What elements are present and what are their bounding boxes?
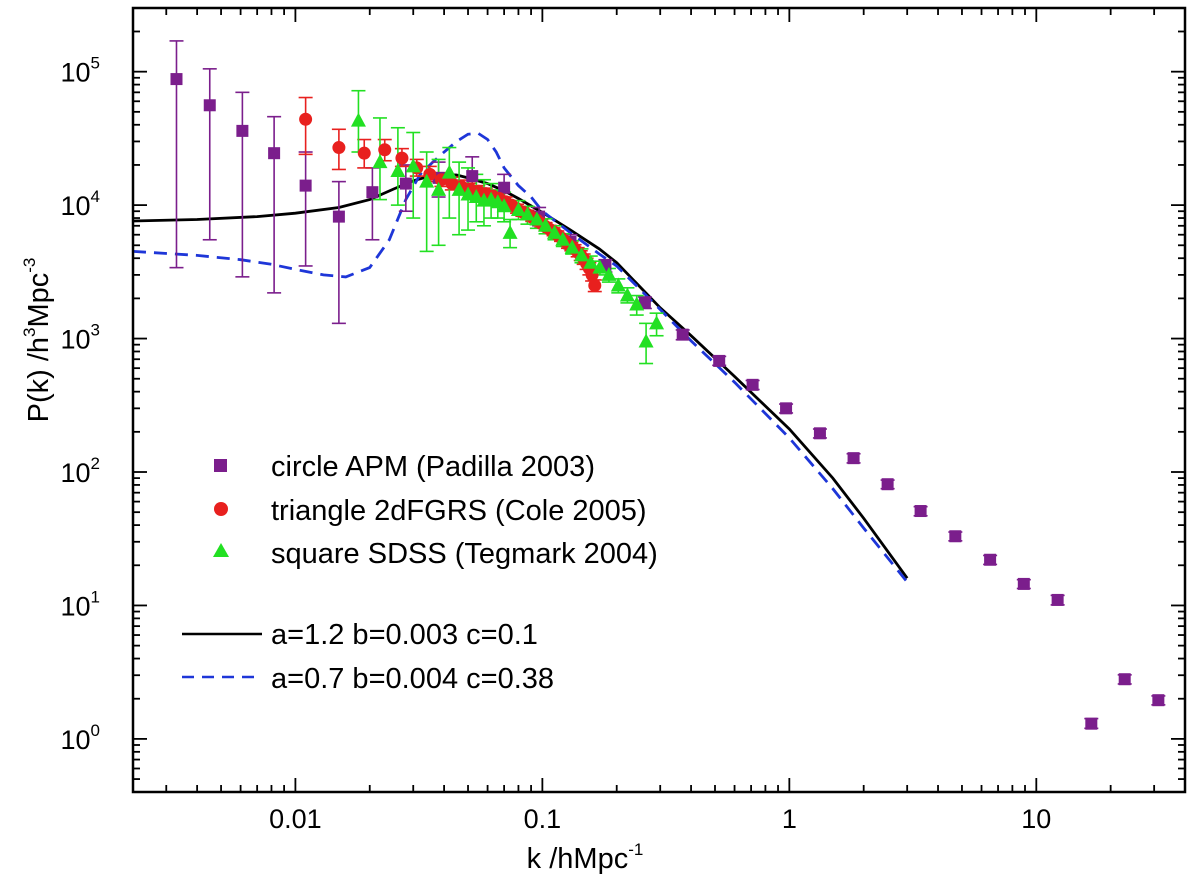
sdss-point [431,181,447,196]
x-tick-label: 10 [1021,804,1051,834]
2dfgrs-point [332,141,346,155]
apm-point [713,354,726,367]
sdss-point [592,259,608,274]
sdss-point [350,112,366,127]
apm-point [780,402,793,415]
apm-point [332,210,345,223]
legend-label-solid-model: a=1.2 b=0.003 c=0.1 [271,619,538,651]
model-curve-dashed [133,131,909,583]
plot-frame [131,6,1187,794]
y-tick-label: 103 [60,321,100,355]
apm-point [1085,717,1098,730]
sdss-point [460,186,476,201]
apm-point [1051,593,1064,606]
sdss-point [538,217,554,232]
sdss-point [390,163,406,178]
apm-point [399,177,412,190]
sdss-point [629,296,645,311]
2dfgrs-point [378,143,392,157]
apm-point [466,170,479,183]
y-tick-label: 100 [60,721,100,755]
sdss-point [451,181,467,196]
2dfgrs-point [395,151,409,165]
sdss-point [502,224,518,239]
legend-label-2dfgrs: triangle 2dFGRS (Cole 2005) [271,495,647,527]
y-axis: 100 101 102 103 104 105 [60,7,1185,793]
y-axis-title: P(k) /h3Mpc-3 [20,258,55,423]
sdss-point [441,164,457,179]
y-tick-label: 104 [60,187,100,221]
sdss-point [372,154,388,169]
sdss-point [468,189,484,204]
apm-point [366,186,379,199]
model-curves [133,131,909,583]
apm-point [203,99,216,112]
apm-point [847,452,860,465]
sdss-point [510,201,526,216]
legend-label-sdss: square SDSS (Tegmark 2004) [271,538,658,570]
x-axis-title: k /hMpc-1 [527,840,644,875]
sdss-point [405,158,421,173]
sdss-point [496,198,512,213]
apm-point [236,124,249,137]
sdss-point [555,231,571,246]
apm-point [949,530,962,543]
x-tick-label: 0.1 [524,804,562,834]
2dfgrs-point [588,278,602,292]
apm-point [498,181,511,194]
apm-point [638,296,651,309]
apm-point [268,147,281,160]
plot-area [133,40,1166,730]
data-markers [170,73,1165,730]
apm-point [813,427,826,440]
2dfgrs-point [357,146,371,160]
y-tick-label: 101 [60,587,100,621]
sdss-point [619,287,635,302]
apm-point [1152,694,1165,707]
apm-point [881,478,894,491]
sdss-point [583,254,599,269]
sdss-point [547,224,563,239]
apm-point [746,378,759,391]
apm-point [984,553,997,566]
sdss-point [564,239,580,254]
apm-point [299,179,312,192]
legend-label-apm: circle APM (Padilla 2003) [271,451,595,483]
apm-point [1118,673,1131,686]
legend-label-dashed-model: a=0.7 b=0.004 c=0.38 [271,663,554,695]
apm-point [170,73,183,86]
sdss-point [610,277,626,292]
apm-point [676,328,689,341]
x-tick-label: 1 [782,804,797,834]
sdss-point [419,173,435,188]
model-curve-solid [133,172,909,580]
x-tick-label: 0.01 [269,804,322,834]
2dfgrs-point [299,112,313,126]
sdss-point [601,266,617,281]
legend-marker-sdss [213,543,229,557]
sdss-point [638,333,654,348]
sdss-point [573,247,589,262]
apm-point [1017,577,1030,590]
y-tick-label: 102 [60,454,100,488]
sdss-point [649,315,665,330]
legend-marker-2dfgrs [214,502,228,516]
y-tick-label: 105 [60,54,100,88]
x-axis: 0.01 0.1 1 10 [165,8,1186,834]
apm-point [914,505,927,518]
sdss-point [529,211,545,226]
sdss-point [519,206,535,221]
legend: circle APM (Padilla 2003) triangle 2dFGR… [182,451,658,695]
legend-marker-apm [214,459,227,472]
